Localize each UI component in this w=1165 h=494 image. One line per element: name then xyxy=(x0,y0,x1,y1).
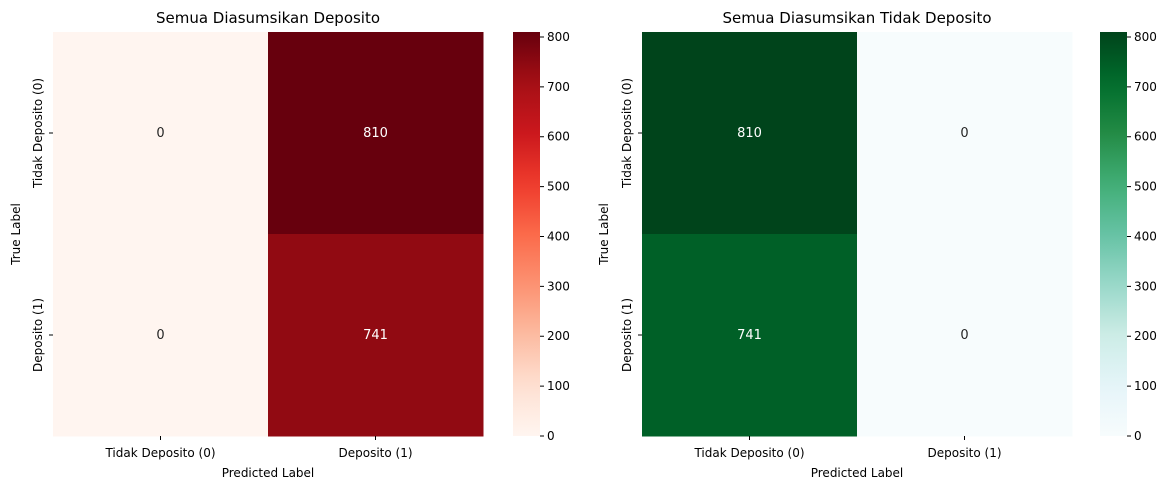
heatmap-cell-r0-c0 xyxy=(53,32,269,235)
colorbar-tick-label: 600 xyxy=(1134,130,1157,144)
colorbar-tick-label: 600 xyxy=(547,130,570,144)
cell-value-label-r1-c1: 741 xyxy=(363,328,388,343)
colorbar-gradient xyxy=(1100,32,1127,436)
cell-value-label-r1-c0: 741 xyxy=(737,328,762,343)
heatmap-cell-labels-2: 810 0 741 0 xyxy=(737,126,969,343)
heatmap-panel-2: Semua Diasumsikan Tidak Deposito 810 0 741… xyxy=(597,9,1157,480)
heatmap-cell-r0-c1 xyxy=(268,32,484,235)
heatmap-cell-r1-c1 xyxy=(857,234,1073,437)
colorbar-tick-label: 500 xyxy=(547,180,570,194)
colorbar-tick-label: 100 xyxy=(1134,379,1157,393)
colorbar-tick-label: 700 xyxy=(1134,80,1157,94)
colorbar-tick-label: 200 xyxy=(547,329,570,343)
cell-value-label-r0-c0: 810 xyxy=(737,126,762,141)
x-axis-label-2: Predicted Label xyxy=(811,466,904,480)
heatmap-cell-r1-c0 xyxy=(53,234,269,437)
y-axis-ticks-1: Tidak Deposito (0) Deposito (1) xyxy=(31,78,53,372)
colorbar-2: 0 100 200 300 400 500 600 700 800 xyxy=(1100,30,1157,443)
heatmap-cells-1 xyxy=(53,32,484,437)
colorbar-tick-label: 0 xyxy=(1134,429,1142,443)
colorbar-tick-label: 100 xyxy=(547,379,570,393)
colorbar-gradient xyxy=(513,32,540,436)
heatmap-cell-labels-1: 0 810 0 741 xyxy=(156,126,388,343)
colorbar-tick-label: 0 xyxy=(547,429,555,443)
y-axis-label-2: True Label xyxy=(597,203,611,266)
x-axis-ticks-1: Tidak Deposito (0) Deposito (1) xyxy=(104,436,413,460)
colorbar-1: 0 100 200 300 400 500 600 700 800 xyxy=(513,30,570,443)
y-tick-label: Deposito (1) xyxy=(31,298,45,372)
colorbar-tick-label: 500 xyxy=(1134,180,1157,194)
colorbar-tick-label: 200 xyxy=(1134,329,1157,343)
x-tick-label: Deposito (1) xyxy=(338,446,412,460)
colorbar-tick-label: 400 xyxy=(547,229,570,243)
colorbar-tick-label: 800 xyxy=(1134,30,1157,44)
x-axis-ticks-2: Tidak Deposito (0) Deposito (1) xyxy=(693,436,1002,460)
heatmap-cell-r1-c0 xyxy=(642,234,858,437)
heatmap-cell-r0-c1 xyxy=(857,32,1073,235)
x-axis-label-1: Predicted Label xyxy=(222,466,315,480)
cell-value-label-r0-c1: 0 xyxy=(960,126,968,141)
heatmap-panel-1: Semua Diasumsikan Deposito 0 810 0 741 Tida… xyxy=(9,9,570,480)
chart-title-2: Semua Diasumsikan Tidak Deposito xyxy=(722,9,991,27)
colorbar-tick-label: 300 xyxy=(547,279,570,293)
y-tick-label: Tidak Deposito (0) xyxy=(31,78,45,189)
cell-value-label-r1-c0: 0 xyxy=(156,328,164,343)
colorbar-tick-label: 700 xyxy=(547,80,570,94)
y-axis-ticks-2: Tidak Deposito (0) Deposito (1) xyxy=(620,78,642,372)
x-tick-label: Tidak Deposito (0) xyxy=(693,446,804,460)
y-tick-label: Deposito (1) xyxy=(620,298,634,372)
cell-value-label-r0-c1: 810 xyxy=(363,126,388,141)
cell-value-label-r1-c1: 0 xyxy=(960,328,968,343)
colorbar-tick-label: 800 xyxy=(547,30,570,44)
y-tick-label: Tidak Deposito (0) xyxy=(620,78,634,189)
heatmap-cell-r0-c0 xyxy=(642,32,858,235)
x-tick-label: Tidak Deposito (0) xyxy=(104,446,215,460)
y-axis-label-1: True Label xyxy=(9,203,23,266)
heatmap-cell-r1-c1 xyxy=(268,234,484,437)
chart-title-1: Semua Diasumsikan Deposito xyxy=(156,9,380,27)
heatmap-cells-2 xyxy=(642,32,1073,437)
x-tick-label: Deposito (1) xyxy=(927,446,1001,460)
colorbar-tick-label: 400 xyxy=(1134,229,1157,243)
cell-value-label-r0-c0: 0 xyxy=(156,126,164,141)
colorbar-tick-label: 300 xyxy=(1134,279,1157,293)
